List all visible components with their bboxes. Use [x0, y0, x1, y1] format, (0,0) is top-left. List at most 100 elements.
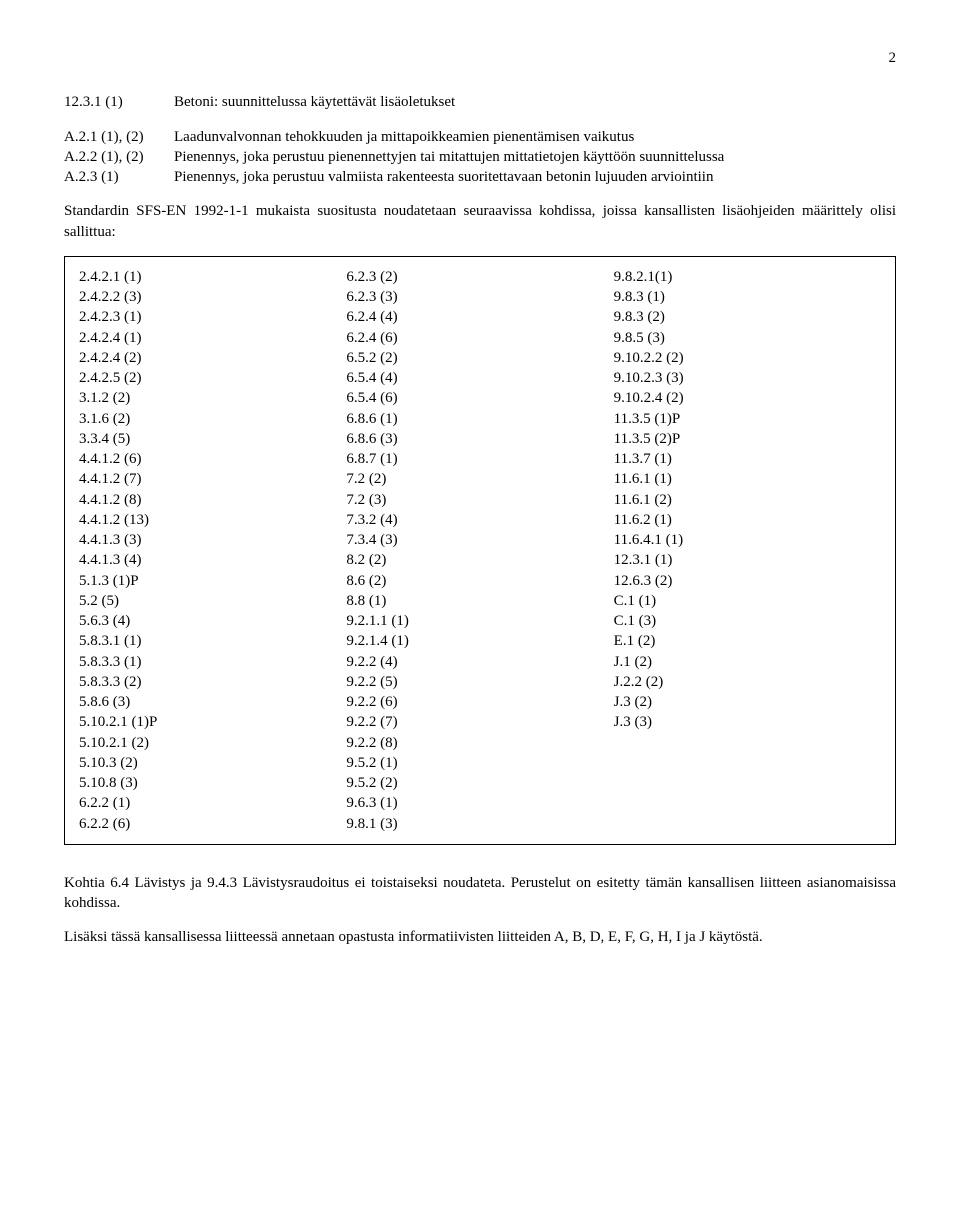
table-cell: 4.4.1.3 (4)	[79, 550, 338, 570]
footer-paragraph-2: Lisäksi tässä kansallisessa liitteessä a…	[64, 927, 896, 947]
definition-row: A.2.2 (1), (2)Pienennys, joka perustuu p…	[64, 147, 896, 167]
table-cell: 6.2.2 (1)	[79, 793, 338, 813]
table-cell: 5.6.3 (4)	[79, 611, 338, 631]
table-cell: 8.8 (1)	[346, 591, 605, 611]
table-cell: 5.10.2.1 (2)	[79, 733, 338, 753]
table-column-3: 9.8.2.1(1)9.8.3 (1)9.8.3 (2)9.8.5 (3)9.1…	[614, 267, 881, 834]
table-cell: 9.8.2.1(1)	[614, 267, 873, 287]
definition-label: A.2.2 (1), (2)	[64, 147, 174, 167]
table-cell: 4.4.1.2 (6)	[79, 449, 338, 469]
table-cell: J.1 (2)	[614, 652, 873, 672]
table-cell: 5.8.3.3 (2)	[79, 672, 338, 692]
table-cell: 5.2 (5)	[79, 591, 338, 611]
table-cell: 12.3.1 (1)	[614, 550, 873, 570]
table-cell: 9.10.2.3 (3)	[614, 368, 873, 388]
table-cell: 9.2.2 (4)	[346, 652, 605, 672]
table-cell: 9.2.2 (7)	[346, 712, 605, 732]
table-column-2: 6.2.3 (2)6.2.3 (3)6.2.4 (4)6.2.4 (6)6.5.…	[346, 267, 613, 834]
page-number: 2	[64, 48, 896, 68]
table-cell: 5.8.6 (3)	[79, 692, 338, 712]
table-cell: 6.8.6 (3)	[346, 429, 605, 449]
table-cell: 4.4.1.2 (13)	[79, 510, 338, 530]
table-column-1: 2.4.2.1 (1)2.4.2.2 (3)2.4.2.3 (1)2.4.2.4…	[79, 267, 346, 834]
table-cell: 5.10.2.1 (1)P	[79, 712, 338, 732]
table-cell: J.3 (3)	[614, 712, 873, 732]
table-cell: 6.2.4 (4)	[346, 307, 605, 327]
table-cell: 6.2.3 (3)	[346, 287, 605, 307]
definitions-block-1: 12.3.1 (1)Betoni: suunnittelussa käytett…	[64, 92, 896, 112]
table-cell: 9.2.2 (8)	[346, 733, 605, 753]
table-cell: J.2.2 (2)	[614, 672, 873, 692]
definition-row: A.2.3 (1)Pienennys, joka perustuu valmii…	[64, 167, 896, 187]
table-cell: 6.2.3 (2)	[346, 267, 605, 287]
table-cell: 9.8.3 (2)	[614, 307, 873, 327]
table-cell: 8.2 (2)	[346, 550, 605, 570]
table-cell: 2.4.2.1 (1)	[79, 267, 338, 287]
table-cell: 11.3.5 (2)P	[614, 429, 873, 449]
footer-paragraph-1: Kohtia 6.4 Lävistys ja 9.4.3 Lävistysrau…	[64, 873, 896, 914]
table-cell: 6.5.4 (4)	[346, 368, 605, 388]
table-cell: 9.2.2 (5)	[346, 672, 605, 692]
table-cell: 6.2.4 (6)	[346, 328, 605, 348]
table-cell: 11.3.7 (1)	[614, 449, 873, 469]
table-cell: 2.4.2.2 (3)	[79, 287, 338, 307]
reference-table: 2.4.2.1 (1)2.4.2.2 (3)2.4.2.3 (1)2.4.2.4…	[64, 256, 896, 845]
definition-label: 12.3.1 (1)	[64, 92, 174, 112]
table-cell: 6.5.2 (2)	[346, 348, 605, 368]
table-cell: 8.6 (2)	[346, 571, 605, 591]
table-cell: 9.8.5 (3)	[614, 328, 873, 348]
definitions-block-2: A.2.1 (1), (2)Laadunvalvonnan tehokkuude…	[64, 127, 896, 188]
table-cell: 11.6.2 (1)	[614, 510, 873, 530]
table-cell: 9.10.2.4 (2)	[614, 388, 873, 408]
table-cell: E.1 (2)	[614, 631, 873, 651]
table-cell: 7.2 (2)	[346, 469, 605, 489]
table-cell: 11.6.1 (2)	[614, 490, 873, 510]
table-cell: 7.2 (3)	[346, 490, 605, 510]
table-cell: 9.8.1 (3)	[346, 814, 605, 834]
table-cell: 4.4.1.3 (3)	[79, 530, 338, 550]
intro-paragraph: Standardin SFS-EN 1992-1-1 mukaista suos…	[64, 201, 896, 242]
table-cell: 7.3.4 (3)	[346, 530, 605, 550]
table-cell: 11.3.5 (1)P	[614, 409, 873, 429]
table-cell: 5.10.8 (3)	[79, 773, 338, 793]
definition-text: Laadunvalvonnan tehokkuuden ja mittapoik…	[174, 127, 896, 147]
definition-label: A.2.1 (1), (2)	[64, 127, 174, 147]
table-cell: 3.1.2 (2)	[79, 388, 338, 408]
table-cell: 2.4.2.4 (2)	[79, 348, 338, 368]
table-cell: 5.10.3 (2)	[79, 753, 338, 773]
table-cell: J.3 (2)	[614, 692, 873, 712]
definition-row: A.2.1 (1), (2)Laadunvalvonnan tehokkuude…	[64, 127, 896, 147]
table-cell: 9.6.3 (1)	[346, 793, 605, 813]
table-cell: 9.10.2.2 (2)	[614, 348, 873, 368]
table-cell: 9.2.1.4 (1)	[346, 631, 605, 651]
definition-text: Pienennys, joka perustuu pienennettyjen …	[174, 147, 896, 167]
table-cell: C.1 (1)	[614, 591, 873, 611]
table-cell: 9.2.2 (6)	[346, 692, 605, 712]
table-cell: 2.4.2.3 (1)	[79, 307, 338, 327]
table-cell: 9.8.3 (1)	[614, 287, 873, 307]
table-cell: 11.6.4.1 (1)	[614, 530, 873, 550]
table-cell: 2.4.2.4 (1)	[79, 328, 338, 348]
table-cell: 4.4.1.2 (8)	[79, 490, 338, 510]
table-cell: 7.3.2 (4)	[346, 510, 605, 530]
table-cell: 12.6.3 (2)	[614, 571, 873, 591]
table-cell: 3.3.4 (5)	[79, 429, 338, 449]
table-cell: 6.8.6 (1)	[346, 409, 605, 429]
table-cell: C.1 (3)	[614, 611, 873, 631]
table-cell: 3.1.6 (2)	[79, 409, 338, 429]
table-cell: 9.2.1.1 (1)	[346, 611, 605, 631]
table-cell: 9.5.2 (2)	[346, 773, 605, 793]
table-cell: 6.5.4 (6)	[346, 388, 605, 408]
table-cell: 4.4.1.2 (7)	[79, 469, 338, 489]
table-cell: 5.1.3 (1)P	[79, 571, 338, 591]
definition-label: A.2.3 (1)	[64, 167, 174, 187]
definition-row: 12.3.1 (1)Betoni: suunnittelussa käytett…	[64, 92, 896, 112]
definition-text: Pienennys, joka perustuu valmiista raken…	[174, 167, 896, 187]
table-cell: 11.6.1 (1)	[614, 469, 873, 489]
definition-text: Betoni: suunnittelussa käytettävät lisäo…	[174, 92, 896, 112]
table-cell: 6.8.7 (1)	[346, 449, 605, 469]
table-cell: 2.4.2.5 (2)	[79, 368, 338, 388]
table-cell: 5.8.3.3 (1)	[79, 652, 338, 672]
table-cell: 9.5.2 (1)	[346, 753, 605, 773]
table-cell: 5.8.3.1 (1)	[79, 631, 338, 651]
